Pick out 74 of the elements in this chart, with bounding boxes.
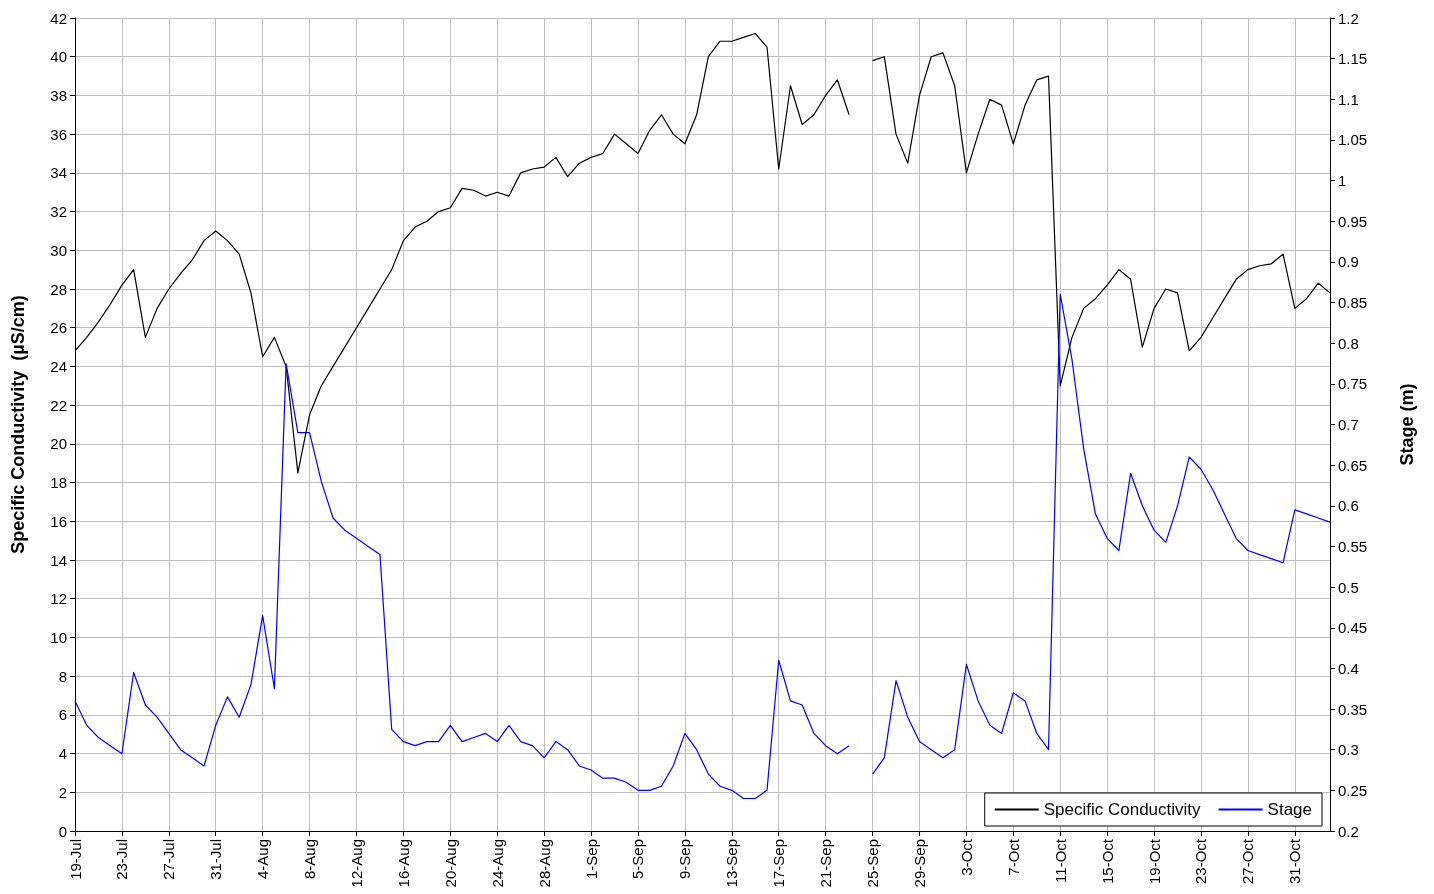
y2-axis-title: Stage (m): [1397, 383, 1417, 466]
y2-tick-label: 0.9: [1338, 253, 1359, 271]
y-tick-label: 40: [50, 48, 67, 66]
y2-tick-label: 0.8: [1338, 334, 1359, 352]
x-tick-label: 19-Oct: [1145, 838, 1163, 885]
x-tick-label: 27-Oct: [1239, 838, 1257, 885]
y-axis-title: Specific Conductivity (µS/cm): [8, 295, 28, 554]
x-tick-label: 17-Sep: [770, 839, 788, 888]
y-tick-label: 38: [50, 86, 67, 104]
y2-tick-label: 1: [1338, 172, 1347, 190]
x-tick-label: 21-Sep: [817, 839, 835, 888]
y-tick-label: 34: [50, 164, 67, 182]
x-tick-label: 13-Sep: [723, 839, 741, 888]
x-tick-label: 16-Aug: [394, 839, 412, 888]
x-tick-label: 24-Aug: [488, 839, 506, 888]
y-tick-label: 28: [50, 280, 67, 298]
y-tick-label: 26: [50, 319, 67, 337]
x-tick-label: 31-Oct: [1286, 838, 1304, 885]
x-tick-label: 8-Aug: [301, 839, 319, 880]
x-tick-label: 5-Sep: [629, 839, 647, 880]
y-tick-label: 24: [50, 357, 67, 375]
y2-tick-label: 0.5: [1338, 578, 1359, 596]
x-tick-label: 1-Sep: [582, 839, 600, 880]
y-tick-label: 20: [50, 435, 67, 453]
x-tick-label: 23-Jul: [113, 839, 131, 880]
legend-label: Specific Conductivity: [1043, 800, 1202, 819]
y-tick-label: 42: [50, 9, 67, 27]
x-tick-label: 20-Aug: [441, 839, 459, 888]
y2-tick-label: 1.15: [1338, 50, 1368, 68]
y-tick-label: 14: [50, 551, 67, 569]
y2-tick-label: 0.25: [1338, 781, 1368, 799]
x-tick-label: 3-Oct: [957, 838, 975, 876]
y2-tick-label: 0.7: [1338, 416, 1359, 433]
x-tick-label: 11-Oct: [1051, 838, 1069, 883]
x-tick-label: 29-Sep: [910, 839, 928, 888]
y2-tick-label: 0.2: [1338, 822, 1359, 840]
x-tick-label: 19-Jul: [66, 839, 84, 880]
y-tick-label: 22: [50, 396, 67, 414]
y-tick-label: 0: [58, 822, 67, 840]
x-tick-label: 28-Aug: [535, 839, 553, 888]
y-tick-label: 4: [58, 745, 67, 763]
x-tick-label: 27-Jul: [160, 839, 178, 880]
y2-tick-label: 0.65: [1338, 456, 1368, 474]
x-tick-label: 31-Jul: [207, 839, 225, 880]
y2-tick-label: 0.95: [1338, 212, 1368, 230]
y2-tick-label: 0.4: [1338, 659, 1359, 677]
y-tick-label: 18: [50, 474, 67, 492]
x-tick-label: 7-Oct: [1004, 838, 1022, 876]
y-tick-label: 36: [50, 125, 67, 143]
y-tick-label: 12: [50, 590, 67, 608]
x-tick-label: 15-Oct: [1098, 838, 1116, 885]
x-tick-label: 12-Aug: [348, 839, 365, 888]
y2-tick-label: 0.3: [1338, 741, 1359, 759]
y-tick-label: 6: [58, 706, 67, 724]
x-tick-label: 25-Sep: [864, 839, 882, 888]
y-tick-label: 8: [58, 667, 67, 685]
y-tick-label: 10: [50, 628, 67, 646]
y2-tick-label: 0.35: [1338, 700, 1368, 718]
y-tick-label: 30: [50, 241, 67, 259]
y2-tick-label: 1.05: [1338, 131, 1368, 149]
y-tick-label: 2: [58, 783, 67, 801]
y2-tick-label: 0.85: [1338, 294, 1368, 312]
y2-tick-label: 1.1: [1338, 90, 1359, 108]
x-tick-label: 9-Sep: [676, 839, 694, 880]
y2-tick-label: 0.55: [1338, 537, 1368, 555]
x-tick-label: 4-Aug: [254, 839, 272, 880]
y2-tick-label: 1.2: [1338, 9, 1359, 27]
y-tick-label: 16: [50, 512, 67, 530]
y2-tick-label: 0.75: [1338, 375, 1368, 393]
y2-tick-label: 0.45: [1338, 619, 1368, 637]
legend-label: Stage: [1267, 800, 1313, 819]
y2-tick-label: 0.6: [1338, 497, 1359, 515]
y-tick-label: 32: [50, 203, 67, 221]
x-tick-label: 23-Oct: [1192, 838, 1210, 885]
